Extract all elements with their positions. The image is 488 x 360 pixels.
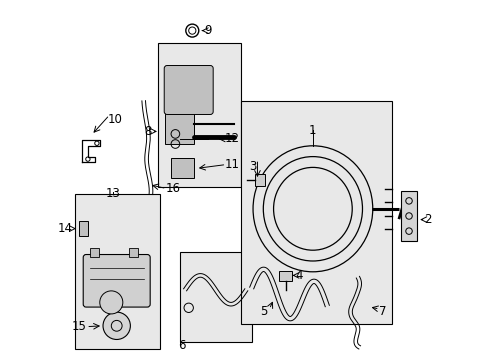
Bar [129,248,138,257]
Text: 6: 6 [177,339,185,352]
Text: 12: 12 [224,132,239,145]
Bar [400,191,416,241]
Text: 11: 11 [224,158,239,171]
Text: 1: 1 [308,124,316,137]
Text: 16: 16 [165,183,180,195]
Bar [75,194,160,349]
Bar [79,221,88,236]
Text: 7: 7 [379,305,386,318]
Text: 13: 13 [105,187,120,200]
Bar [279,271,292,281]
Text: 2: 2 [424,213,431,226]
Text: 15: 15 [72,320,87,333]
Text: 14: 14 [57,222,72,235]
Bar [158,43,241,187]
Text: 4: 4 [294,269,302,282]
Bar [89,248,99,257]
Bar [165,113,194,144]
Circle shape [100,291,122,314]
FancyBboxPatch shape [164,66,213,114]
Bar [170,158,194,178]
Circle shape [103,312,130,339]
Text: 9: 9 [203,24,211,37]
Text: 5: 5 [260,305,267,318]
FancyBboxPatch shape [83,255,150,307]
Text: 8: 8 [144,125,151,138]
Bar [254,174,264,186]
Text: 10: 10 [107,113,122,126]
Text: 3: 3 [248,160,256,173]
Bar [241,101,391,324]
Bar [179,252,251,342]
